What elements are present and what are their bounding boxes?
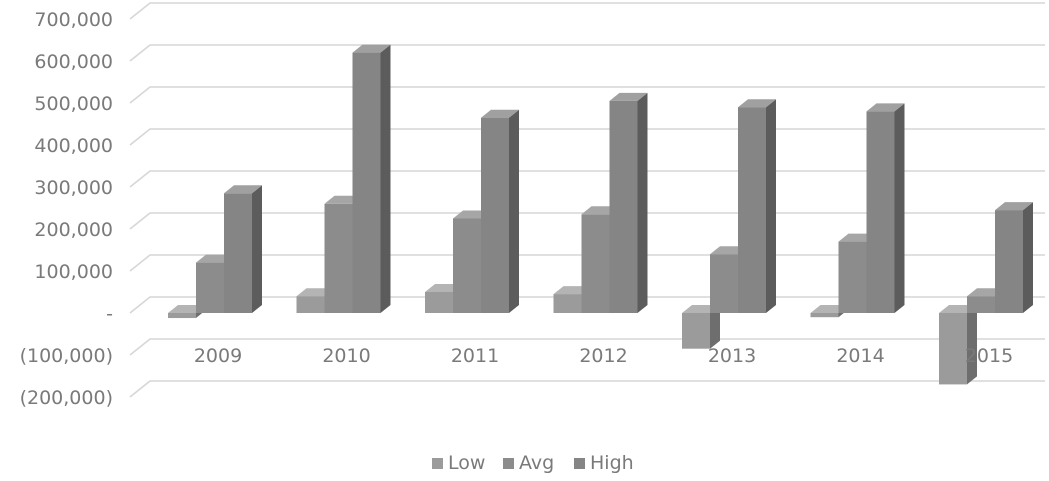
bar-front [967,296,995,313]
bar-side [1023,202,1033,313]
bar-top [224,185,262,194]
bar-front [168,313,196,319]
bar-front [425,292,453,313]
bar-front [352,52,381,313]
x-tick-label: 2015 [965,345,1013,367]
bar-front [453,218,481,313]
bar-front [324,203,353,313]
bar-side [637,92,648,314]
y-tick-label: 700,000 [34,9,113,31]
bar-front [581,214,610,313]
y-tick-label: (200,000) [20,387,113,409]
y-tick-label: 300,000 [34,177,113,199]
gridlines [129,2,1045,398]
x-tick-label: 2012 [579,345,627,367]
gridline [129,338,1045,356]
legend-label: Avg [519,452,554,474]
bar-front [682,313,710,349]
y-tick-label: (100,000) [20,345,113,367]
legend: Low Avg High [432,452,634,474]
bar-side [380,44,391,313]
y-tick-label: 600,000 [34,51,113,73]
x-axis-tick-labels: 2009 2010 2011 2012 2013 2014 2015 [194,345,1013,367]
y-tick-label: 100,000 [34,261,113,283]
bar-high-2010 [352,44,391,313]
y-tick-label: 200,000 [34,219,113,241]
bar-front [481,117,509,313]
bar-front [553,294,582,313]
gridline [129,44,1045,62]
legend-label: Low [448,452,485,474]
bar-top [738,99,776,108]
x-tick-label: 2010 [322,345,370,367]
gridline [129,2,1045,20]
legend-swatch [503,458,514,469]
bars [168,44,1033,385]
bar-front [838,241,867,313]
bar-high-2014 [866,103,905,314]
y-axis-tick-labels: (200,000) (100,000) - 100,000 200,000 300,000… [20,9,113,409]
bar-low-2015 [939,305,977,385]
legend-label: High [590,452,634,474]
bar-front [224,193,252,313]
legend-swatch [432,458,443,469]
bar-front [196,262,224,313]
bar-high-2013 [738,99,776,313]
x-tick-label: 2013 [708,345,756,367]
x-tick-label: 2014 [836,345,884,367]
bar-top [481,109,519,118]
bar-front [710,254,738,313]
bar-front [939,313,967,385]
y-tick-label: - [106,303,113,325]
legend-swatch [574,458,585,469]
y-tick-label: 500,000 [34,93,113,115]
gridline [129,170,1045,188]
gridline [129,86,1045,104]
bar-front [296,296,325,313]
bar-front [609,100,638,314]
bar-side [766,99,776,313]
bar-high-2011 [481,109,519,313]
bar-high-2009 [224,185,262,313]
x-tick-label: 2009 [194,345,242,367]
bar-side [894,103,905,314]
bar-high-2012 [609,92,648,314]
bar-front [810,313,839,318]
bar-side [967,305,977,385]
bar-front [995,210,1023,313]
bar-side [509,109,519,313]
bar-side [252,185,262,313]
bar-top [352,44,391,53]
gridline [129,380,1045,398]
y-tick-label: 400,000 [34,135,113,157]
bar-top [609,92,648,101]
bar-front [866,111,895,314]
bar-high-2015 [995,202,1033,313]
bar-side [710,305,720,349]
gridline [129,128,1045,146]
bar-front [738,107,766,313]
bar-top [866,103,905,112]
x-tick-label: 2011 [451,345,499,367]
bar-top [995,202,1033,211]
